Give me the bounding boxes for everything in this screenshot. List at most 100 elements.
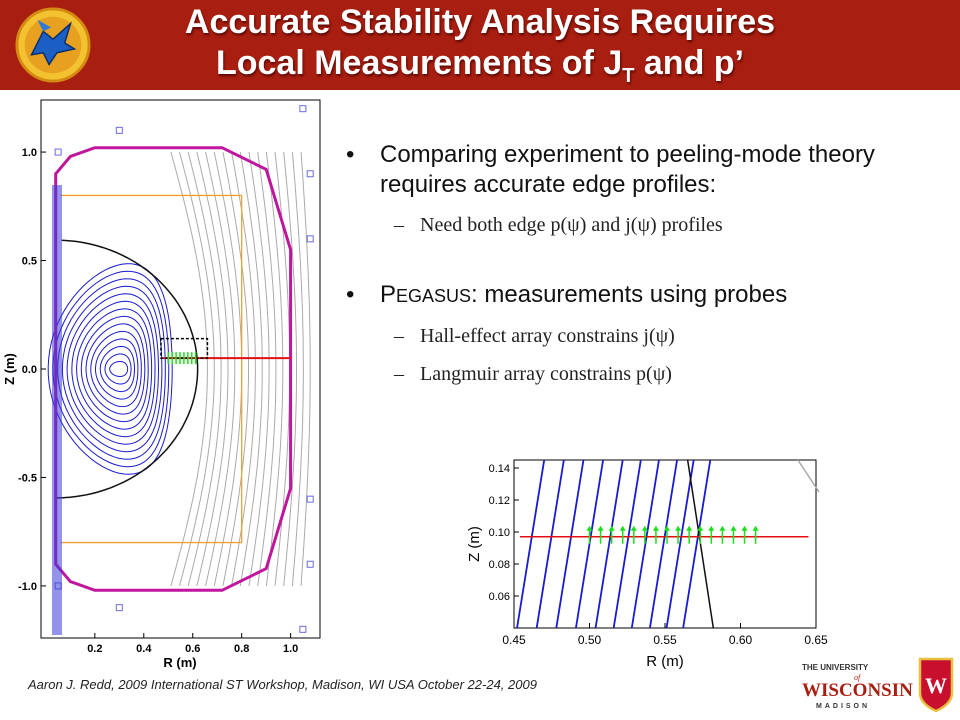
x-axis-label: R (m) (163, 655, 196, 670)
zoom-y-tick-label: 0.08 (489, 559, 510, 571)
flux-surface (66, 293, 159, 445)
flux-surface (109, 361, 129, 377)
bullet-2-sub-2-text: Langmuir array constrains p(ψ) (420, 363, 672, 385)
zoom-y-axis-label: Z (m) (466, 526, 483, 562)
zoom-separatrix (686, 459, 715, 629)
x-tick-label: 0.4 (136, 643, 152, 655)
zoom-plot: 0.45 0.50 0.55 0.60 0.65 0.14 0.12 0.10 0.08 0.0… (466, 459, 828, 670)
y-axis-label: Z (m) (2, 353, 17, 385)
zoom-y-tick-label: 0.10 (489, 527, 510, 539)
open-flux-surface (265, 152, 284, 586)
flux-surface (61, 285, 163, 453)
coil-square (115, 604, 123, 612)
open-flux-surface (300, 152, 311, 586)
zoom-flux-line (612, 459, 642, 629)
zoom-y-tick-label: 0.12 (489, 495, 510, 507)
zoom-probe-arrowhead (608, 525, 615, 531)
x-tick-label: 0.6 (185, 643, 200, 655)
x-axis-ticks: 0.2 0.4 0.6 0.8 1.0 (87, 633, 298, 655)
open-flux-surface (248, 152, 270, 586)
flux-surface (95, 338, 139, 400)
y-tick-label: 0.0 (22, 364, 37, 376)
bullet-2-text: : measurements using probes (471, 281, 788, 308)
bullet-2-sub-2: – Langmuir array constrains p(ψ) (394, 363, 672, 385)
probe-arrows (167, 352, 197, 365)
uw-line3: WISCONSIN (802, 680, 913, 701)
zoom-y-tick-label: 0.14 (489, 463, 510, 475)
coil-square (54, 148, 62, 156)
open-flux-surface (283, 152, 297, 586)
open-flux-surface (187, 151, 222, 587)
coil-frame (60, 194, 243, 544)
bullet-2-initial: P (380, 281, 397, 308)
flux-surface (85, 323, 146, 415)
flux-surface (71, 300, 156, 438)
open-flux-surface (179, 151, 215, 587)
x-tick-label: 0.8 (234, 643, 249, 655)
zoom-flux-line (575, 459, 604, 629)
zoom-probe-arrowhead (675, 525, 682, 531)
uw-line4: MADISON (816, 703, 870, 710)
y-axis-ticks: 1.0 0.5 0.0 -0.5 -1.0 (18, 147, 46, 593)
y-tick-label: -0.5 (18, 472, 37, 484)
zoom-flux-line (516, 459, 546, 629)
zoom-probe-arrowhead (619, 525, 626, 531)
bullet-1: • Comparing experiment to peeling-mode th… (346, 141, 875, 198)
zoom-flux-line (594, 459, 624, 629)
zoom-probe-arrowhead (630, 525, 637, 531)
coil-square (306, 495, 314, 503)
footer-citation: Aaron J. Redd, 2009 International ST Wor… (28, 677, 537, 692)
bullet-1-text: Comparing experiment to peeling-mode the… (380, 141, 875, 198)
zoom-flux-line (535, 459, 565, 629)
flux-surface-lines (516, 459, 820, 629)
coil-square (299, 105, 307, 113)
zoom-open-line (797, 459, 820, 493)
open-flux-surface (196, 151, 229, 587)
coil-square (299, 625, 307, 633)
zoom-flux-line (665, 459, 695, 629)
zoom-flux-line (555, 459, 585, 629)
y-tick-label: 1.0 (22, 147, 37, 159)
coil-square (306, 235, 314, 243)
flux-surface (104, 353, 132, 385)
zoom-probe-arrowhead (719, 525, 726, 531)
zoom-probe-arrowhead (641, 525, 648, 531)
zoom-probe-arrows (586, 525, 759, 544)
y-tick-label: 0.5 (22, 256, 37, 268)
title-text-b: and p’ (634, 44, 745, 82)
x-tick-label: 0.2 (87, 643, 102, 655)
zoom-x-axis-label: R (m) (646, 653, 684, 670)
open-flux-surface (239, 152, 263, 586)
uw-line2: of (854, 673, 862, 682)
equilibrium-plot: 0.2 0.4 0.6 0.8 1.0 1.00.50.0-0.5-1.0 R (m) … (2, 99, 321, 670)
probe-region-box (160, 337, 209, 359)
zoom-probe-arrowhead (752, 525, 759, 531)
zoom-x-axis-ticks: 0.45 0.50 0.55 0.60 0.65 (502, 623, 828, 647)
flux-surface (90, 330, 142, 408)
zoom-probe-arrowhead (730, 525, 737, 531)
flux-surface (76, 308, 153, 430)
zoom-y-tick-label: 0.06 (489, 591, 510, 603)
open-flux-surface (231, 152, 256, 586)
open-flux-surface (205, 151, 236, 587)
zoom-probe-arrowhead (708, 525, 715, 531)
bullet-2-smallcaps: EGASUS (396, 286, 472, 306)
centerstack-coils (52, 185, 62, 635)
zoom-flux-line (649, 459, 678, 629)
zoom-flux-line (682, 459, 712, 629)
title-subscript: T (622, 64, 635, 87)
coil-square (306, 560, 314, 568)
bullet-2-sub-1: – Hall-effect array constrains j(ψ) (394, 325, 675, 347)
zoom-x-tick-label: 0.60 (729, 633, 753, 647)
zoom-y-axis-ticks: 0.14 0.12 0.10 0.08 0.06 (489, 463, 519, 603)
y-tick-label: -1.0 (18, 581, 37, 593)
zoom-x-tick-label: 0.45 (502, 633, 526, 647)
open-flux-surface (257, 152, 277, 586)
open-flux-surface (170, 151, 208, 587)
zoom-probe-arrowhead (652, 525, 659, 531)
separatrix (55, 239, 199, 499)
zoom-probe-arrowhead (741, 525, 748, 531)
bullet-1-sub-text: Need both edge p(ψ) and j(ψ) profiles (420, 214, 723, 236)
x-tick-label: 1.0 (283, 643, 298, 655)
uw-madison-logo: THE UNIVERSITY of WISCONSIN MADISON W (802, 657, 954, 713)
